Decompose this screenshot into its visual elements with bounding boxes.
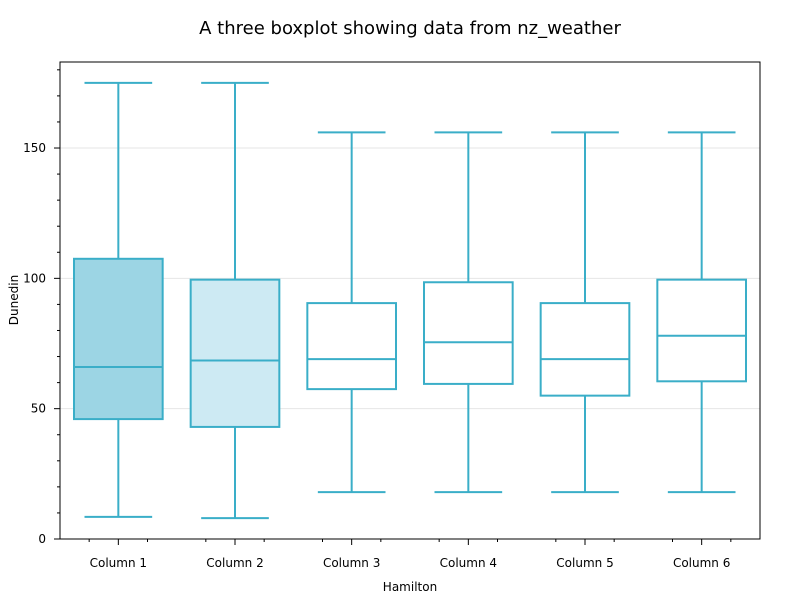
box-3	[307, 132, 396, 492]
iqr-box	[74, 259, 163, 419]
x-tick-label: Column 2	[206, 556, 263, 570]
iqr-box	[657, 280, 746, 382]
y-tick-label: 50	[31, 402, 46, 416]
x-tick-label: Column 5	[556, 556, 613, 570]
x-tick-label: Column 6	[673, 556, 730, 570]
y-tick-label: 0	[38, 532, 46, 546]
x-tick-label: Column 1	[90, 556, 147, 570]
y-axis: 0 50 100 150	[23, 70, 60, 546]
iqr-box	[191, 280, 280, 427]
box-4	[424, 132, 513, 492]
x-axis-label: Hamilton	[383, 580, 437, 594]
iqr-box	[307, 303, 396, 389]
box-6	[657, 132, 746, 492]
x-tick-label: Column 4	[440, 556, 497, 570]
x-axis: Column 1 Column 2 Column 3 Column 4 Column 5…	[89, 539, 731, 570]
y-tick-label: 150	[23, 141, 46, 155]
chart-title: A three boxplot showing data from nz_wea…	[199, 18, 621, 39]
iqr-box	[541, 303, 630, 396]
plot-frame	[60, 62, 760, 539]
y-axis-label: Dunedin	[7, 275, 21, 325]
iqr-box	[424, 282, 513, 384]
grid-lines	[60, 148, 760, 409]
box-5	[541, 132, 630, 492]
x-tick-label: Column 3	[323, 556, 380, 570]
y-tick-label: 100	[23, 271, 46, 285]
